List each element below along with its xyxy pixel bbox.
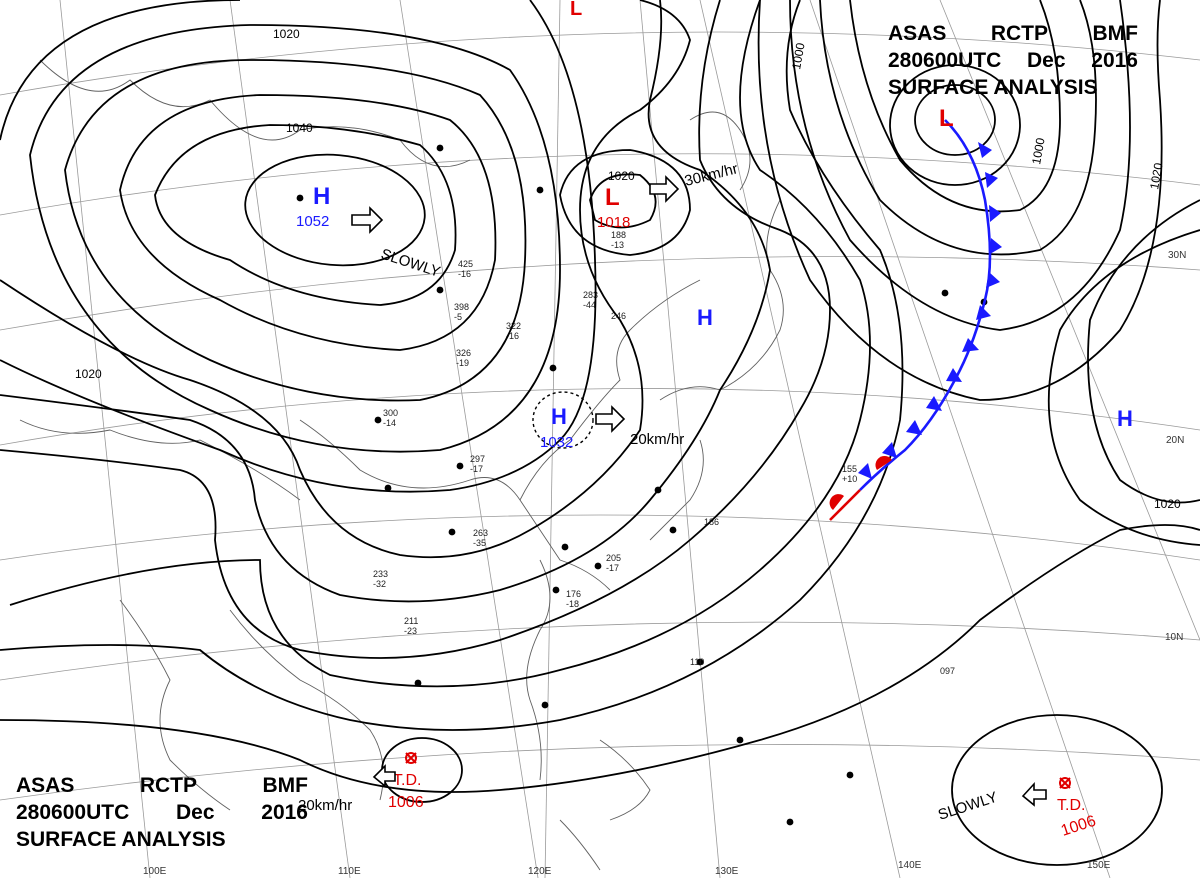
arrow-td-1 bbox=[372, 764, 396, 788]
svg-text:-5: -5 bbox=[454, 312, 462, 322]
td-2-movement: SLOWLY bbox=[936, 789, 1000, 824]
td-south-china-sea: T.D. 1006 20km/hr bbox=[298, 752, 424, 814]
header-line-3: SURFACE ANALYSIS bbox=[888, 76, 1098, 99]
svg-text:1000: 1000 bbox=[789, 41, 807, 70]
high-siberia-letter: H bbox=[313, 183, 330, 210]
tropical-depressions: T.D. 1006 20km/hr T.D. 1006 SLOWLY bbox=[298, 752, 1098, 840]
svg-text:097: 097 bbox=[940, 666, 955, 676]
high-japan-sea-letter: H bbox=[697, 305, 713, 330]
svg-text:1000: 1000 bbox=[1029, 136, 1047, 165]
svg-text:1020: 1020 bbox=[1147, 161, 1165, 190]
svg-text:297: 297 bbox=[470, 454, 485, 464]
svg-text:1040: 1040 bbox=[286, 121, 313, 135]
svg-text:130E: 130E bbox=[715, 866, 739, 877]
movement-arrows bbox=[351, 175, 1047, 807]
svg-text:-32: -32 bbox=[373, 579, 386, 589]
svg-text:-23: -23 bbox=[404, 626, 417, 636]
header-line-2-bottom: 280600UTC Dec 2016 bbox=[16, 801, 308, 824]
header-line-1-bottom: ASAS RCTP BMF bbox=[16, 774, 308, 797]
svg-text:246: 246 bbox=[611, 311, 626, 321]
svg-text:-18: -18 bbox=[566, 599, 579, 609]
graticule-labels: 30N 20N 10N 100E 110E 120E 130E 140E 150… bbox=[143, 250, 1186, 877]
svg-text:263: 263 bbox=[473, 528, 488, 538]
svg-text:1020: 1020 bbox=[608, 169, 635, 183]
td-1-pressure: 1006 bbox=[388, 794, 424, 811]
svg-text:20N: 20N bbox=[1166, 435, 1184, 446]
svg-text:155: 155 bbox=[842, 464, 857, 474]
svg-text:30N: 30N bbox=[1168, 250, 1186, 261]
arrow-td-2 bbox=[1021, 781, 1047, 807]
td-2-pressure: 1006 bbox=[1059, 813, 1098, 840]
td-west-pacific: T.D. 1006 SLOWLY bbox=[936, 777, 1098, 840]
low-manchuria-letter: L bbox=[605, 184, 620, 211]
svg-text:+10: +10 bbox=[842, 474, 857, 484]
arrow-low-manchuria bbox=[649, 175, 680, 203]
svg-text:110: 110 bbox=[690, 657, 704, 667]
chart-header-bottom: ASAS RCTP BMF 280600UTC Dec 2016 SURFACE… bbox=[16, 772, 308, 853]
svg-text:1020: 1020 bbox=[273, 27, 300, 41]
svg-text:300: 300 bbox=[383, 408, 398, 418]
svg-text:-13: -13 bbox=[611, 240, 624, 250]
svg-text:188: 188 bbox=[611, 230, 626, 240]
svg-text:425: 425 bbox=[458, 259, 473, 269]
svg-text:205: 205 bbox=[606, 553, 621, 563]
svg-text:211: 211 bbox=[404, 616, 418, 626]
high-pacific-letter: H bbox=[1117, 406, 1133, 431]
svg-text:110E: 110E bbox=[338, 866, 361, 877]
svg-text:-19: -19 bbox=[456, 358, 469, 368]
svg-text:100E: 100E bbox=[143, 866, 167, 877]
svg-text:326: 326 bbox=[456, 348, 471, 358]
td-2-label: T.D. bbox=[1057, 797, 1085, 814]
chart-header-top: ASAS RCTP BMF 280600UTC Dec 2016 SURFACE… bbox=[888, 20, 1138, 101]
td-1-movement: 20km/hr bbox=[298, 797, 352, 814]
svg-text:10N: 10N bbox=[1165, 632, 1183, 643]
cold-front bbox=[858, 119, 1002, 491]
high-east-china-letter: H bbox=[551, 404, 567, 429]
warm-front bbox=[829, 455, 892, 521]
svg-text:322: 322 bbox=[506, 321, 521, 331]
svg-text:1020: 1020 bbox=[1154, 497, 1181, 511]
station-markers bbox=[296, 144, 988, 826]
svg-text:233: 233 bbox=[373, 569, 388, 579]
low-top-letter: L bbox=[570, 0, 582, 20]
svg-text:-16: -16 bbox=[506, 331, 519, 341]
low-manchuria-pressure: 1018 bbox=[597, 214, 630, 231]
svg-text:-17: -17 bbox=[606, 563, 619, 573]
arrow-high-siberia bbox=[351, 206, 384, 234]
svg-text:-35: -35 bbox=[473, 538, 486, 548]
svg-text:-14: -14 bbox=[383, 418, 396, 428]
low-north-pacific-letter: L bbox=[939, 105, 954, 132]
svg-text:-17: -17 bbox=[470, 464, 483, 474]
arrow-high-east-china bbox=[595, 405, 626, 433]
pressure-centers: H 1052 H 1032 H H L 1018 L L bbox=[296, 0, 1133, 451]
svg-text:140E: 140E bbox=[898, 860, 922, 871]
isobar-labels: 1020 1040 1020 1020 1000 1000 1020 1020 bbox=[75, 27, 1181, 511]
station-values: 297 -17 263 -35 233 -32 205 -17 176 -18 … bbox=[373, 230, 955, 676]
high-east-china-movement: 20km/hr bbox=[630, 431, 684, 448]
header-line-3-bottom: SURFACE ANALYSIS bbox=[16, 828, 226, 851]
high-east-china-pressure: 1032 bbox=[540, 434, 573, 451]
svg-text:1020: 1020 bbox=[75, 367, 102, 381]
header-line-1: ASAS RCTP BMF bbox=[888, 22, 1138, 45]
svg-text:283: 283 bbox=[583, 290, 598, 300]
low-manchuria-movement: 30km/hr bbox=[683, 160, 740, 190]
svg-text:-16: -16 bbox=[458, 269, 471, 279]
svg-text:150E: 150E bbox=[1087, 860, 1111, 871]
svg-text:176: 176 bbox=[566, 589, 581, 599]
td-1-label: T.D. bbox=[393, 772, 421, 789]
svg-text:398: 398 bbox=[454, 302, 469, 312]
svg-text:186: 186 bbox=[704, 517, 719, 527]
header-line-2: 280600UTC Dec 2016 bbox=[888, 49, 1138, 72]
svg-text:120E: 120E bbox=[528, 866, 552, 877]
coastlines bbox=[19, 59, 784, 871]
svg-text:-44: -44 bbox=[583, 300, 596, 310]
high-siberia-pressure: 1052 bbox=[296, 213, 329, 230]
